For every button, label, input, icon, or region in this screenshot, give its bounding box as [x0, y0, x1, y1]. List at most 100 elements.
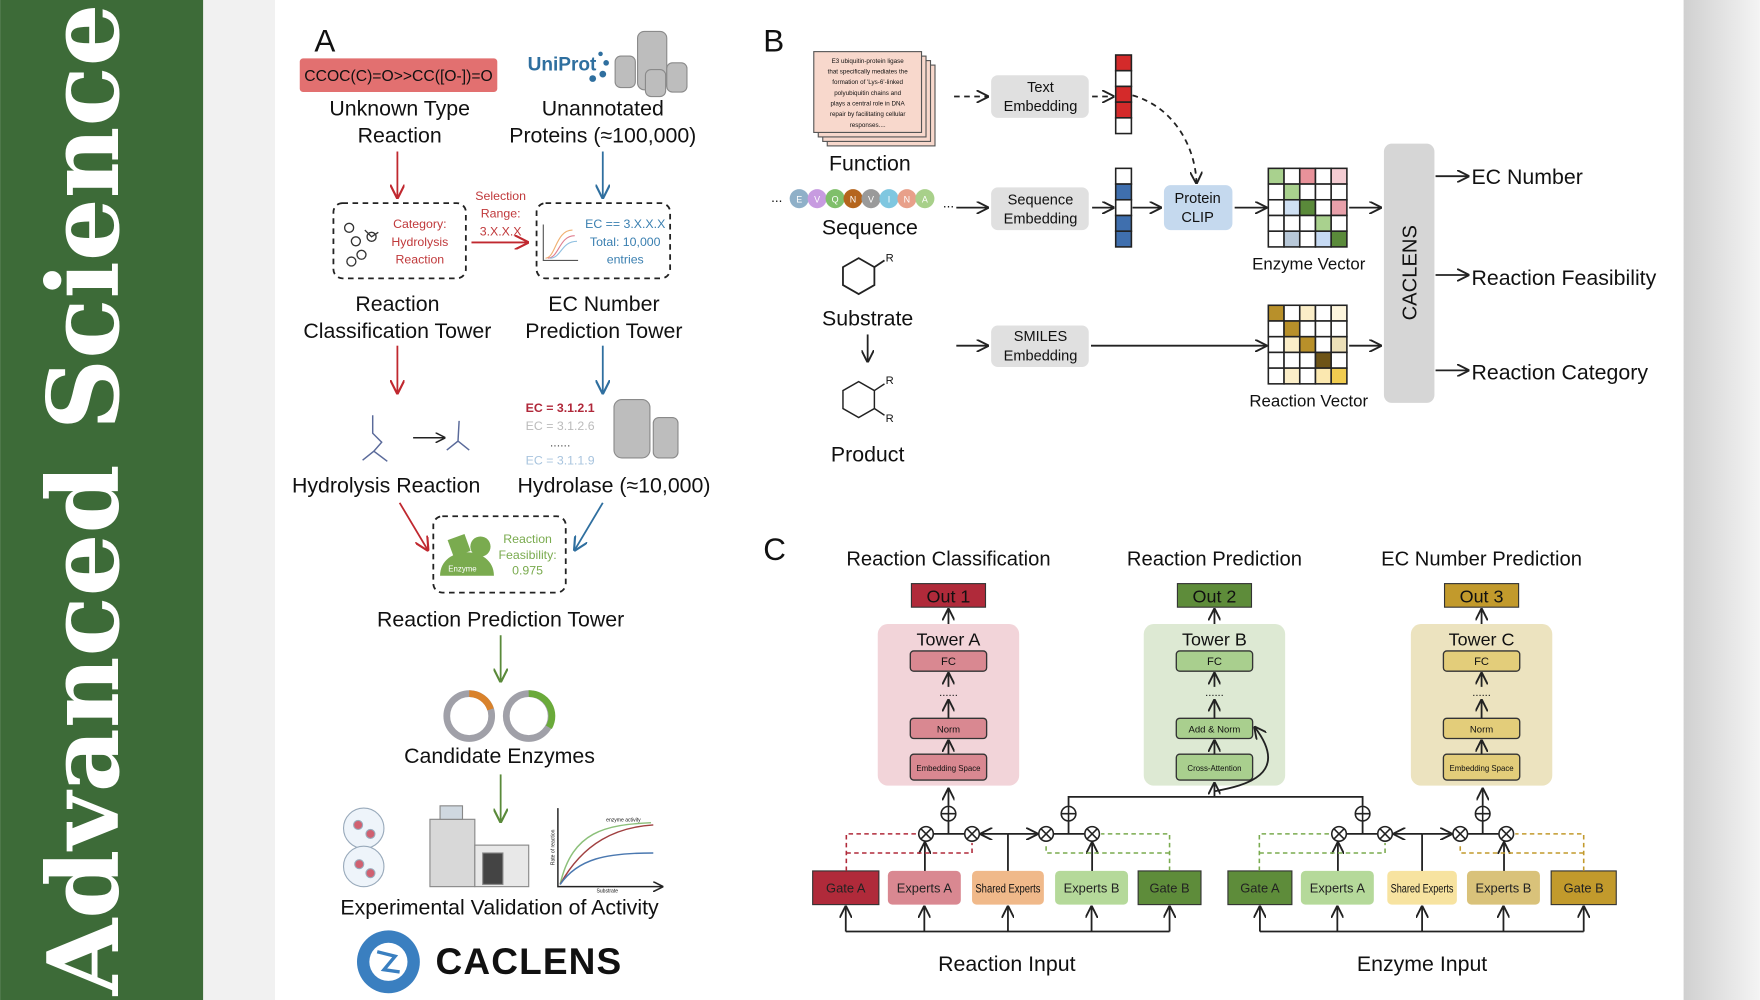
ec-list-item: EC = 3.1.2.1 [526, 401, 595, 415]
grid-cell [1330, 230, 1348, 248]
plot-xlabel: Substrate [596, 888, 618, 894]
module-label: Experts A [897, 880, 953, 895]
database-icon [613, 398, 679, 459]
grid-cell [1283, 335, 1301, 354]
arrow [575, 502, 604, 550]
grid-cell [1314, 320, 1332, 338]
residue-bead [789, 189, 809, 209]
output-reaction-feasibility: Reaction Feasibility [1471, 266, 1656, 290]
substrate-label: Substrate [822, 306, 913, 330]
grid-cell [1267, 351, 1285, 369]
uniprot-logo: UniProt [528, 55, 597, 76]
rct-label-2: Classification Tower [303, 319, 491, 343]
residue-letter: E [796, 195, 802, 205]
text-embedding-label: Text [1027, 80, 1054, 96]
multiply-icon [1038, 825, 1055, 842]
residue-bead [843, 189, 863, 209]
vector-cell [1114, 198, 1133, 217]
vector-cell [1114, 69, 1133, 88]
grid-cell [1330, 335, 1348, 354]
residue-letter: A [922, 195, 928, 205]
gate-signal [1101, 833, 1171, 871]
curves-icon [542, 224, 579, 261]
grid-cell [1330, 367, 1348, 385]
ecpt-label: EC Number [548, 292, 659, 316]
side-banner [0, 0, 204, 1000]
grid-cell [1283, 320, 1301, 338]
ellipsis-dots: ...... [1472, 687, 1491, 699]
text-vector [1114, 54, 1133, 135]
gate-signal [1459, 842, 1584, 854]
multiply-icon [917, 825, 935, 842]
smiles-box [299, 58, 498, 93]
reaction-input-label: Reaction Input [938, 952, 1076, 976]
sequence-ellipsis: ... [943, 196, 954, 211]
sequence-embedding-box [991, 187, 1089, 231]
grid-cell [1314, 304, 1332, 322]
tower-layer-label: Norm [937, 724, 960, 735]
enzyme-vector-grid [1267, 167, 1348, 248]
grid-cell [1298, 183, 1317, 201]
sequence-label: Sequence [822, 216, 918, 240]
function-label: Function [829, 152, 911, 176]
smiles-embedding-box [991, 325, 1089, 368]
sample-icon [342, 807, 385, 888]
module-shared-experts [1387, 870, 1457, 905]
module-label: Shared Experts [975, 882, 1040, 895]
grid-cell [1267, 230, 1285, 248]
panel-a-letter: A [314, 24, 335, 59]
r-group: R [886, 253, 894, 265]
category-line: Category: [393, 217, 446, 231]
output-reaction-category: Reaction Category [1471, 360, 1648, 384]
instrument-icon [429, 805, 530, 888]
grid-cell [1298, 167, 1317, 185]
molecule-icon [343, 222, 379, 267]
grid-cell [1330, 183, 1348, 201]
output-box [910, 583, 987, 608]
hydrolysis-label: Hydrolysis Reaction [292, 474, 480, 498]
feasibility-value: 0.975 [512, 564, 543, 578]
output-label: Out 3 [1460, 587, 1504, 607]
merge-line [1067, 795, 1364, 806]
function-text-line: repair by facilitating cellular [830, 111, 906, 118]
unknown-type-label-2: Reaction [358, 124, 442, 148]
module-experts-b [1466, 870, 1540, 905]
grid-cell [1267, 214, 1285, 232]
module-label: Gate B [1564, 880, 1604, 895]
selection-line: Selection [475, 189, 526, 203]
sum-icon [1060, 805, 1077, 822]
residue-letter: V [814, 195, 820, 205]
text-embedding-box [991, 75, 1089, 118]
module-gate-a [812, 870, 880, 906]
banner-title: Advanced Science [26, 4, 142, 997]
multiply-icon [1452, 825, 1469, 842]
grid-cell [1267, 320, 1285, 338]
grid-cell [1283, 183, 1301, 201]
vector-cell [1114, 214, 1133, 232]
residue-bead [861, 189, 881, 209]
hydrolase-label: Hydrolase (≈10,000) [518, 474, 711, 498]
right-shadow [1683, 0, 1760, 1000]
function-document [813, 51, 923, 133]
residue-bead [879, 189, 899, 209]
sum-icon [1474, 805, 1491, 822]
protein-clip-box [1163, 185, 1233, 231]
residue-bead [807, 189, 827, 209]
grid-cell [1314, 335, 1332, 354]
smiles-text: CCOC(C)=O>>CC([O-])=O [304, 68, 492, 85]
panel-c: C Reaction Input Enzyme Input Reaction C… [763, 532, 1617, 976]
r-group: R [886, 375, 894, 387]
validation-label: Experimental Validation of Activity [340, 896, 659, 920]
gate-signal [1258, 833, 1331, 871]
gate-signal [1515, 833, 1585, 871]
candidates-label: Candidate Enzymes [404, 744, 595, 768]
module-experts-a [887, 870, 961, 905]
function-text-line: that specifically mediates the [828, 69, 909, 76]
substrate-structure-icon [842, 257, 885, 296]
residue-bead [897, 189, 917, 209]
gate-signal [845, 833, 918, 871]
plot-ylabel: Rate of reaction [551, 829, 557, 865]
function-document-text: E3 ubiquitin-protein ligase that specific… [828, 58, 909, 129]
